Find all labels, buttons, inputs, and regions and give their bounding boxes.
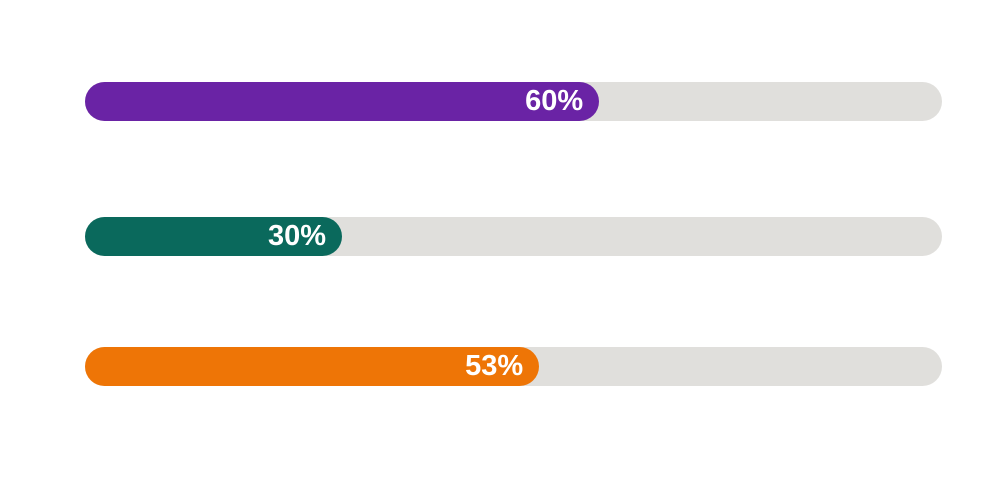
progress-value-label: 30% [268,220,327,252]
progress-fill: 53% [85,347,540,386]
progress-fill: 30% [85,217,343,256]
progress-track: 30% [85,217,942,256]
progress-track: 60% [85,82,942,121]
progress-track: 53% [85,347,942,386]
progress-value-label: 60% [525,85,584,117]
progress-fill: 60% [85,82,600,121]
progress-value-label: 53% [465,350,524,382]
